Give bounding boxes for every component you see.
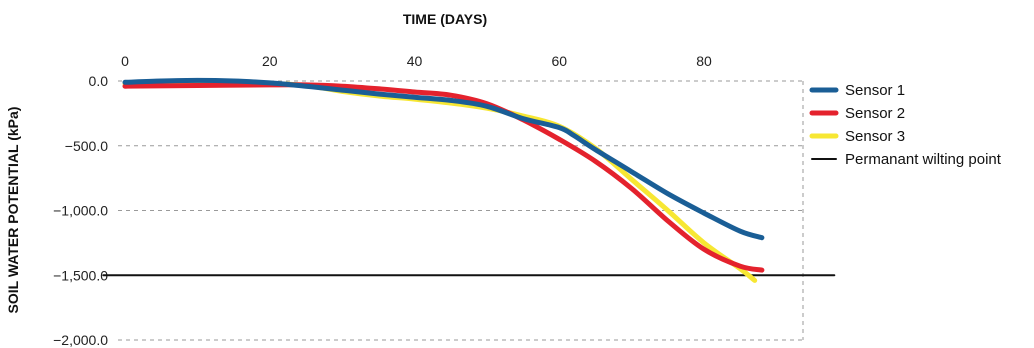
x-tick-label: 40 xyxy=(407,53,423,69)
y-tick-label: −1,500.0 xyxy=(53,267,108,283)
y-tick-label: −1,000.0 xyxy=(53,203,108,219)
series-line-sensor-1 xyxy=(122,77,765,241)
series-line-sensor-2 xyxy=(122,82,765,273)
y-tick-label: −2,000.0 xyxy=(53,332,108,348)
x-axis-title: TIME (DAYS) xyxy=(403,11,487,27)
series-lines xyxy=(102,77,836,283)
x-tick-label: 60 xyxy=(551,53,567,69)
x-tick-label: 80 xyxy=(696,53,712,69)
y-axis-title: SOIL WATER POTENTIAL (kPa) xyxy=(5,107,21,314)
legend-label: Sensor 3 xyxy=(845,128,905,145)
y-tick-label: 0.0 xyxy=(89,73,109,89)
legend-label: Sensor 2 xyxy=(845,105,905,122)
y-tick-label: −500.0 xyxy=(65,138,108,154)
legend-label: Permanant wilting point xyxy=(845,151,1002,168)
x-tick-labels: 0 20 40 60 80 xyxy=(121,53,712,69)
legend-label: Sensor 1 xyxy=(845,82,905,99)
legend: Sensor 1 Sensor 2 Sensor 3 Permanant wiltin… xyxy=(809,82,1002,168)
x-tick-label: 0 xyxy=(121,53,129,69)
series-line-sensor-3 xyxy=(122,80,758,283)
y-tick-labels: 0.0 −500.0 −1,000.0 −1,500.0 −2,000.0 xyxy=(53,73,108,348)
x-tick-label: 20 xyxy=(262,53,278,69)
